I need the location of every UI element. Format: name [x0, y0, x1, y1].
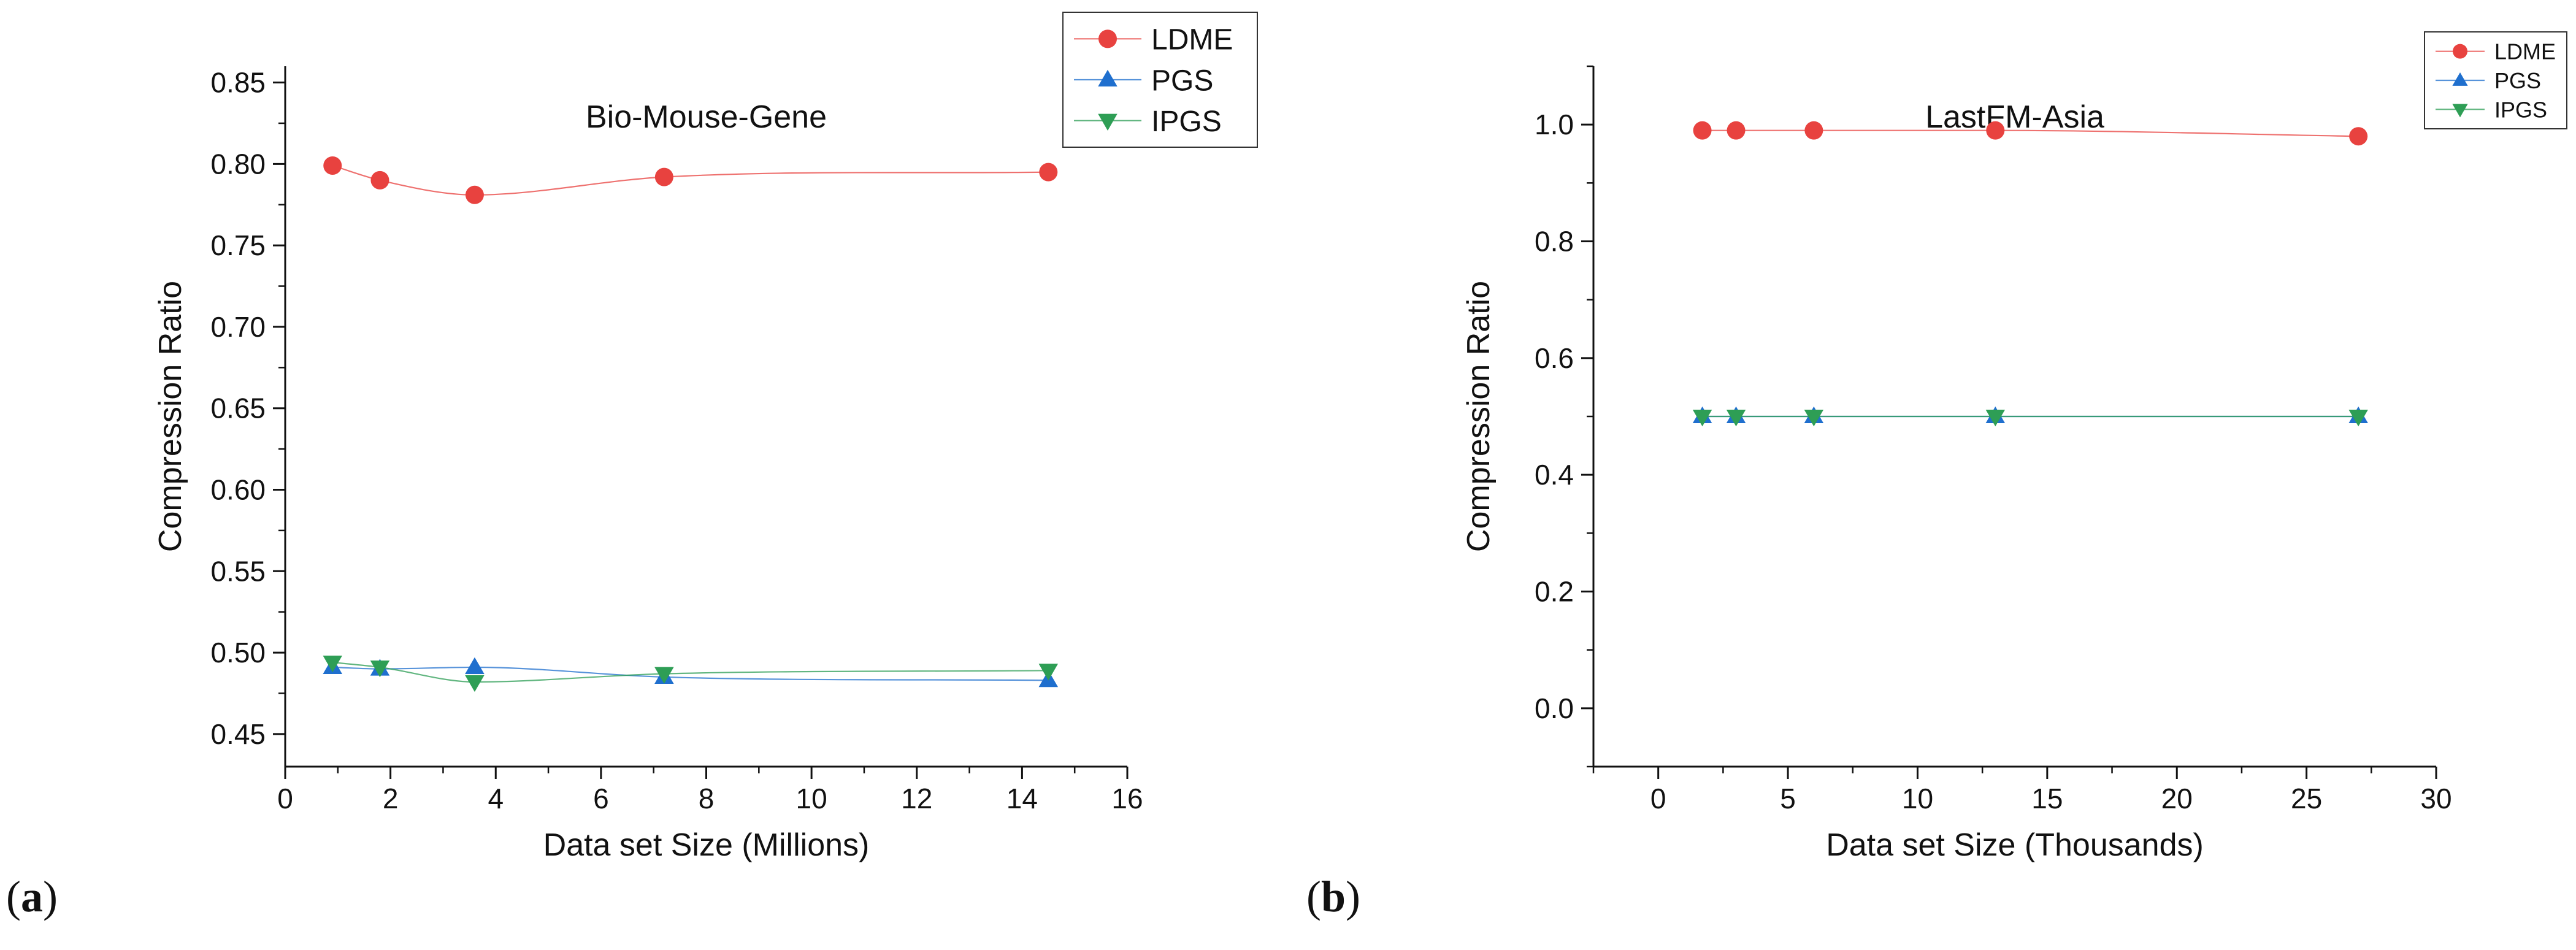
data-point-ldme: [1804, 121, 1823, 140]
data-point-ipgs: [2348, 409, 2368, 427]
y-tick-label-b: 0.8: [1535, 226, 1574, 258]
data-point-ipgs: [1038, 664, 1059, 681]
y-tick-label-b: 0.4: [1535, 459, 1574, 491]
series-markers-ldme-b: [1693, 121, 2368, 146]
axes-frame-b: 0 5 10 15 20 25 30 0.0 0.2 0.4 0.6 0.8 1.0: [1535, 65, 2452, 814]
chart-panel-b: 0 5 10 15 20 25 30 0.0 0.2 0.4 0.6 0.8 1.0 LastFM-Asi…: [1288, 0, 2576, 947]
data-point-ldme: [465, 185, 484, 204]
x-tick-label-b: 10: [1902, 783, 1933, 814]
series-ldme-a: [332, 164, 1049, 196]
data-point-ipgs: [654, 667, 674, 684]
x-tick-label-a: 2: [383, 783, 399, 814]
series-markers-pgs-b: [1692, 406, 2368, 424]
legend-label-ldme: LDME: [1151, 24, 1233, 56]
y-tick-label-b: 0.2: [1535, 576, 1574, 608]
data-point-ipgs: [323, 656, 342, 673]
panel-label-a-letter: a: [20, 872, 43, 921]
series-markers-pgs-a: [323, 657, 1059, 688]
series-line-ipgs: [332, 661, 1049, 683]
legend-marker-pgs: [1098, 69, 1117, 87]
legend-label-ipgs: IPGS: [1151, 105, 1222, 138]
x-axis-label-b: Data set Size (Thousands): [1826, 827, 2204, 863]
chart-title-b: LastFM-Asia: [1925, 99, 2104, 135]
series-line-ldme: [332, 164, 1049, 196]
y-axis-label-b: Compression Ratio: [1461, 281, 1497, 552]
panel-label-b-open: (: [1306, 872, 1321, 921]
x-tick-label-b: 25: [2291, 783, 2322, 814]
legend-marker-ldme: [2453, 44, 2467, 59]
series-ipgs-a: [332, 661, 1049, 683]
x-tick-label-b: 0: [1650, 783, 1666, 814]
legend-marker-ipgs: [2452, 104, 2468, 118]
axes-frame-a: 0 2 4 6 8 10 12 14 16 0.45 0.50 0.55 0.60 0.65 0.70 0.7…: [210, 66, 1143, 814]
panel-label-b-letter: b: [1321, 872, 1346, 921]
data-point-ldme: [654, 167, 673, 186]
data-point-ldme: [1986, 121, 2005, 140]
series-markers-ldme-a: [323, 156, 1058, 204]
panel-label-b-close: ): [1346, 872, 1361, 921]
data-point-ipgs: [1726, 409, 1746, 427]
y-tick-label-a: 0.75: [210, 229, 266, 261]
chart-a: 0 2 4 6 8 10 12 14 16 0.45 0.50 0.55 0.60 0.65 0.70 0.7…: [153, 12, 1258, 863]
y-tick-label-b: 0.0: [1535, 692, 1574, 724]
legend-marker-ipgs: [1098, 113, 1117, 131]
data-point-ldme: [1727, 121, 1746, 140]
legend-label-ldme: LDME: [2494, 39, 2556, 64]
x-tick-label-a: 4: [488, 783, 504, 814]
legend-marker-pgs: [2452, 72, 2468, 86]
legend-label-pgs: PGS: [1151, 64, 1213, 97]
x-tick-label-b: 20: [2161, 783, 2193, 814]
y-tick-label-a: 0.80: [210, 148, 266, 180]
data-point-ipgs: [1692, 409, 1712, 427]
data-point-ipgs: [465, 675, 485, 692]
y-tick-label-a: 0.65: [210, 393, 266, 424]
panel-label-b: (b): [1306, 871, 1360, 922]
legend-b: LDME PGS IPGS: [2424, 31, 2567, 129]
chart-b: 0 5 10 15 20 25 30 0.0 0.2 0.4 0.6 0.8 1.0 LastFM-Asi…: [1461, 31, 2567, 863]
panel-label-a: (a): [6, 871, 58, 922]
y-tick-label-a: 0.50: [210, 637, 266, 668]
series-markers-ipgs-a: [323, 656, 1059, 692]
x-tick-label-a: 8: [699, 783, 715, 814]
chart-title-a: Bio-Mouse-Gene: [586, 99, 827, 135]
data-point-ldme: [2349, 127, 2368, 146]
data-point-ldme: [323, 156, 342, 175]
data-point-ldme: [1039, 163, 1058, 182]
x-tick-label-b: 5: [1780, 783, 1796, 814]
y-tick-label-b: 0.6: [1535, 342, 1574, 374]
data-point-ldme: [1693, 121, 1712, 140]
y-tick-label-a: 0.45: [210, 718, 266, 750]
y-tick-label-a: 0.85: [210, 67, 266, 99]
y-tick-label-a: 0.55: [210, 555, 266, 587]
y-tick-label-b: 1.0: [1535, 109, 1574, 140]
data-point-ipgs: [1804, 409, 1824, 427]
y-axis-label-a: Compression Ratio: [153, 281, 188, 552]
panel-label-a-open: (: [6, 872, 21, 921]
y-tick-label-a: 0.70: [210, 311, 266, 343]
x-tick-label-a: 16: [1111, 783, 1143, 814]
data-point-ipgs: [1985, 409, 2006, 427]
series-markers-ipgs-b: [1692, 409, 2368, 427]
data-point-pgs: [465, 657, 485, 675]
x-tick-label-b: 15: [2031, 783, 2063, 814]
x-tick-label-a: 6: [593, 783, 609, 814]
x-tick-label-a: 12: [901, 783, 932, 814]
x-axis-label-a: Data set Size (Millions): [543, 827, 870, 863]
data-point-ldme: [370, 170, 389, 190]
y-tick-label-a: 0.60: [210, 474, 266, 506]
legend-label-pgs: PGS: [2494, 68, 2541, 93]
x-tick-label-a: 10: [796, 783, 827, 814]
x-tick-label-b: 30: [2420, 783, 2451, 814]
data-point-ipgs: [370, 660, 390, 678]
legend-label-ipgs: IPGS: [2494, 97, 2547, 122]
x-tick-label-a: 14: [1006, 783, 1038, 814]
x-tick-label-a: 0: [277, 783, 293, 814]
legend-marker-ldme: [1098, 29, 1117, 48]
legend-a: LDME PGS IPGS: [1062, 12, 1258, 148]
chart-panel-a: 0 2 4 6 8 10 12 14 16 0.45 0.50 0.55 0.60 0.65 0.70 0.7…: [0, 0, 1288, 947]
panel-label-a-close: ): [42, 872, 58, 921]
